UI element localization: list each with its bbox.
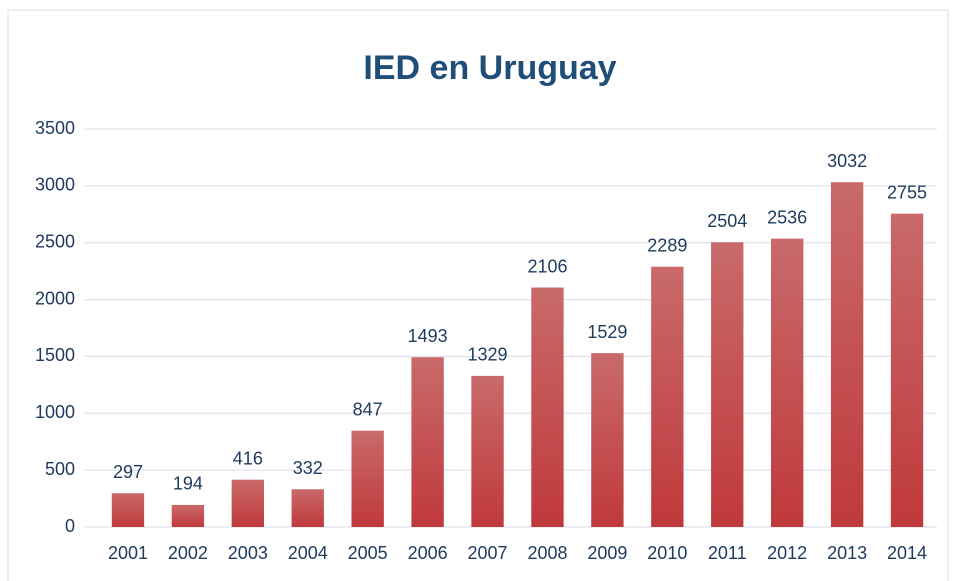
bar bbox=[830, 182, 864, 527]
data-label: 2504 bbox=[707, 211, 747, 231]
x-tick-label: 2004 bbox=[288, 543, 328, 563]
bar bbox=[351, 430, 384, 527]
y-tick-label: 0 bbox=[65, 516, 75, 536]
bar bbox=[591, 353, 624, 527]
x-tick-label: 2014 bbox=[887, 543, 927, 563]
data-label: 332 bbox=[293, 458, 323, 478]
data-label: 3032 bbox=[827, 151, 867, 171]
bar bbox=[111, 493, 145, 527]
y-tick-label: 2500 bbox=[35, 231, 75, 251]
x-tick-label: 2009 bbox=[587, 543, 627, 563]
x-tick-label: 2002 bbox=[168, 543, 208, 563]
y-tick-label: 1500 bbox=[35, 345, 75, 365]
bar bbox=[171, 504, 205, 527]
data-label: 847 bbox=[353, 399, 383, 419]
bar bbox=[231, 479, 265, 527]
bar bbox=[411, 357, 444, 527]
data-label: 2536 bbox=[767, 207, 807, 227]
y-tick-label: 1000 bbox=[35, 402, 75, 422]
data-label: 1529 bbox=[587, 322, 627, 342]
data-label: 2106 bbox=[527, 256, 567, 276]
y-tick-label: 3000 bbox=[35, 175, 75, 195]
data-label: 297 bbox=[113, 462, 143, 482]
x-tick-label: 2008 bbox=[527, 543, 567, 563]
chart-title: IED en Uruguay bbox=[363, 49, 616, 87]
x-tick-label: 2005 bbox=[348, 543, 388, 563]
bar bbox=[651, 266, 684, 527]
x-tick-label: 2003 bbox=[228, 543, 268, 563]
x-tick-label: 2010 bbox=[647, 543, 687, 563]
data-label: 2289 bbox=[647, 235, 687, 255]
bar bbox=[890, 213, 924, 527]
x-tick-label: 2012 bbox=[767, 543, 807, 563]
data-label: 416 bbox=[233, 448, 263, 468]
data-label: 1493 bbox=[408, 326, 448, 346]
x-tick-label: 2013 bbox=[827, 543, 867, 563]
y-tick-label: 3500 bbox=[35, 118, 75, 138]
data-label: 2755 bbox=[887, 182, 927, 202]
data-label: 194 bbox=[173, 474, 203, 494]
x-tick-label: 2006 bbox=[408, 543, 448, 563]
bar bbox=[471, 375, 504, 527]
data-label: 1329 bbox=[468, 345, 508, 365]
bar bbox=[531, 287, 564, 527]
x-tick-label: 2001 bbox=[108, 543, 148, 563]
x-tick-label: 2011 bbox=[708, 543, 747, 563]
x-tick-label: 2007 bbox=[468, 543, 508, 563]
bar bbox=[291, 489, 324, 527]
bar bbox=[711, 242, 744, 527]
y-tick-label: 500 bbox=[45, 459, 75, 479]
chart-border bbox=[7, 9, 949, 581]
y-tick-label: 2000 bbox=[35, 288, 75, 308]
bar bbox=[770, 238, 804, 527]
